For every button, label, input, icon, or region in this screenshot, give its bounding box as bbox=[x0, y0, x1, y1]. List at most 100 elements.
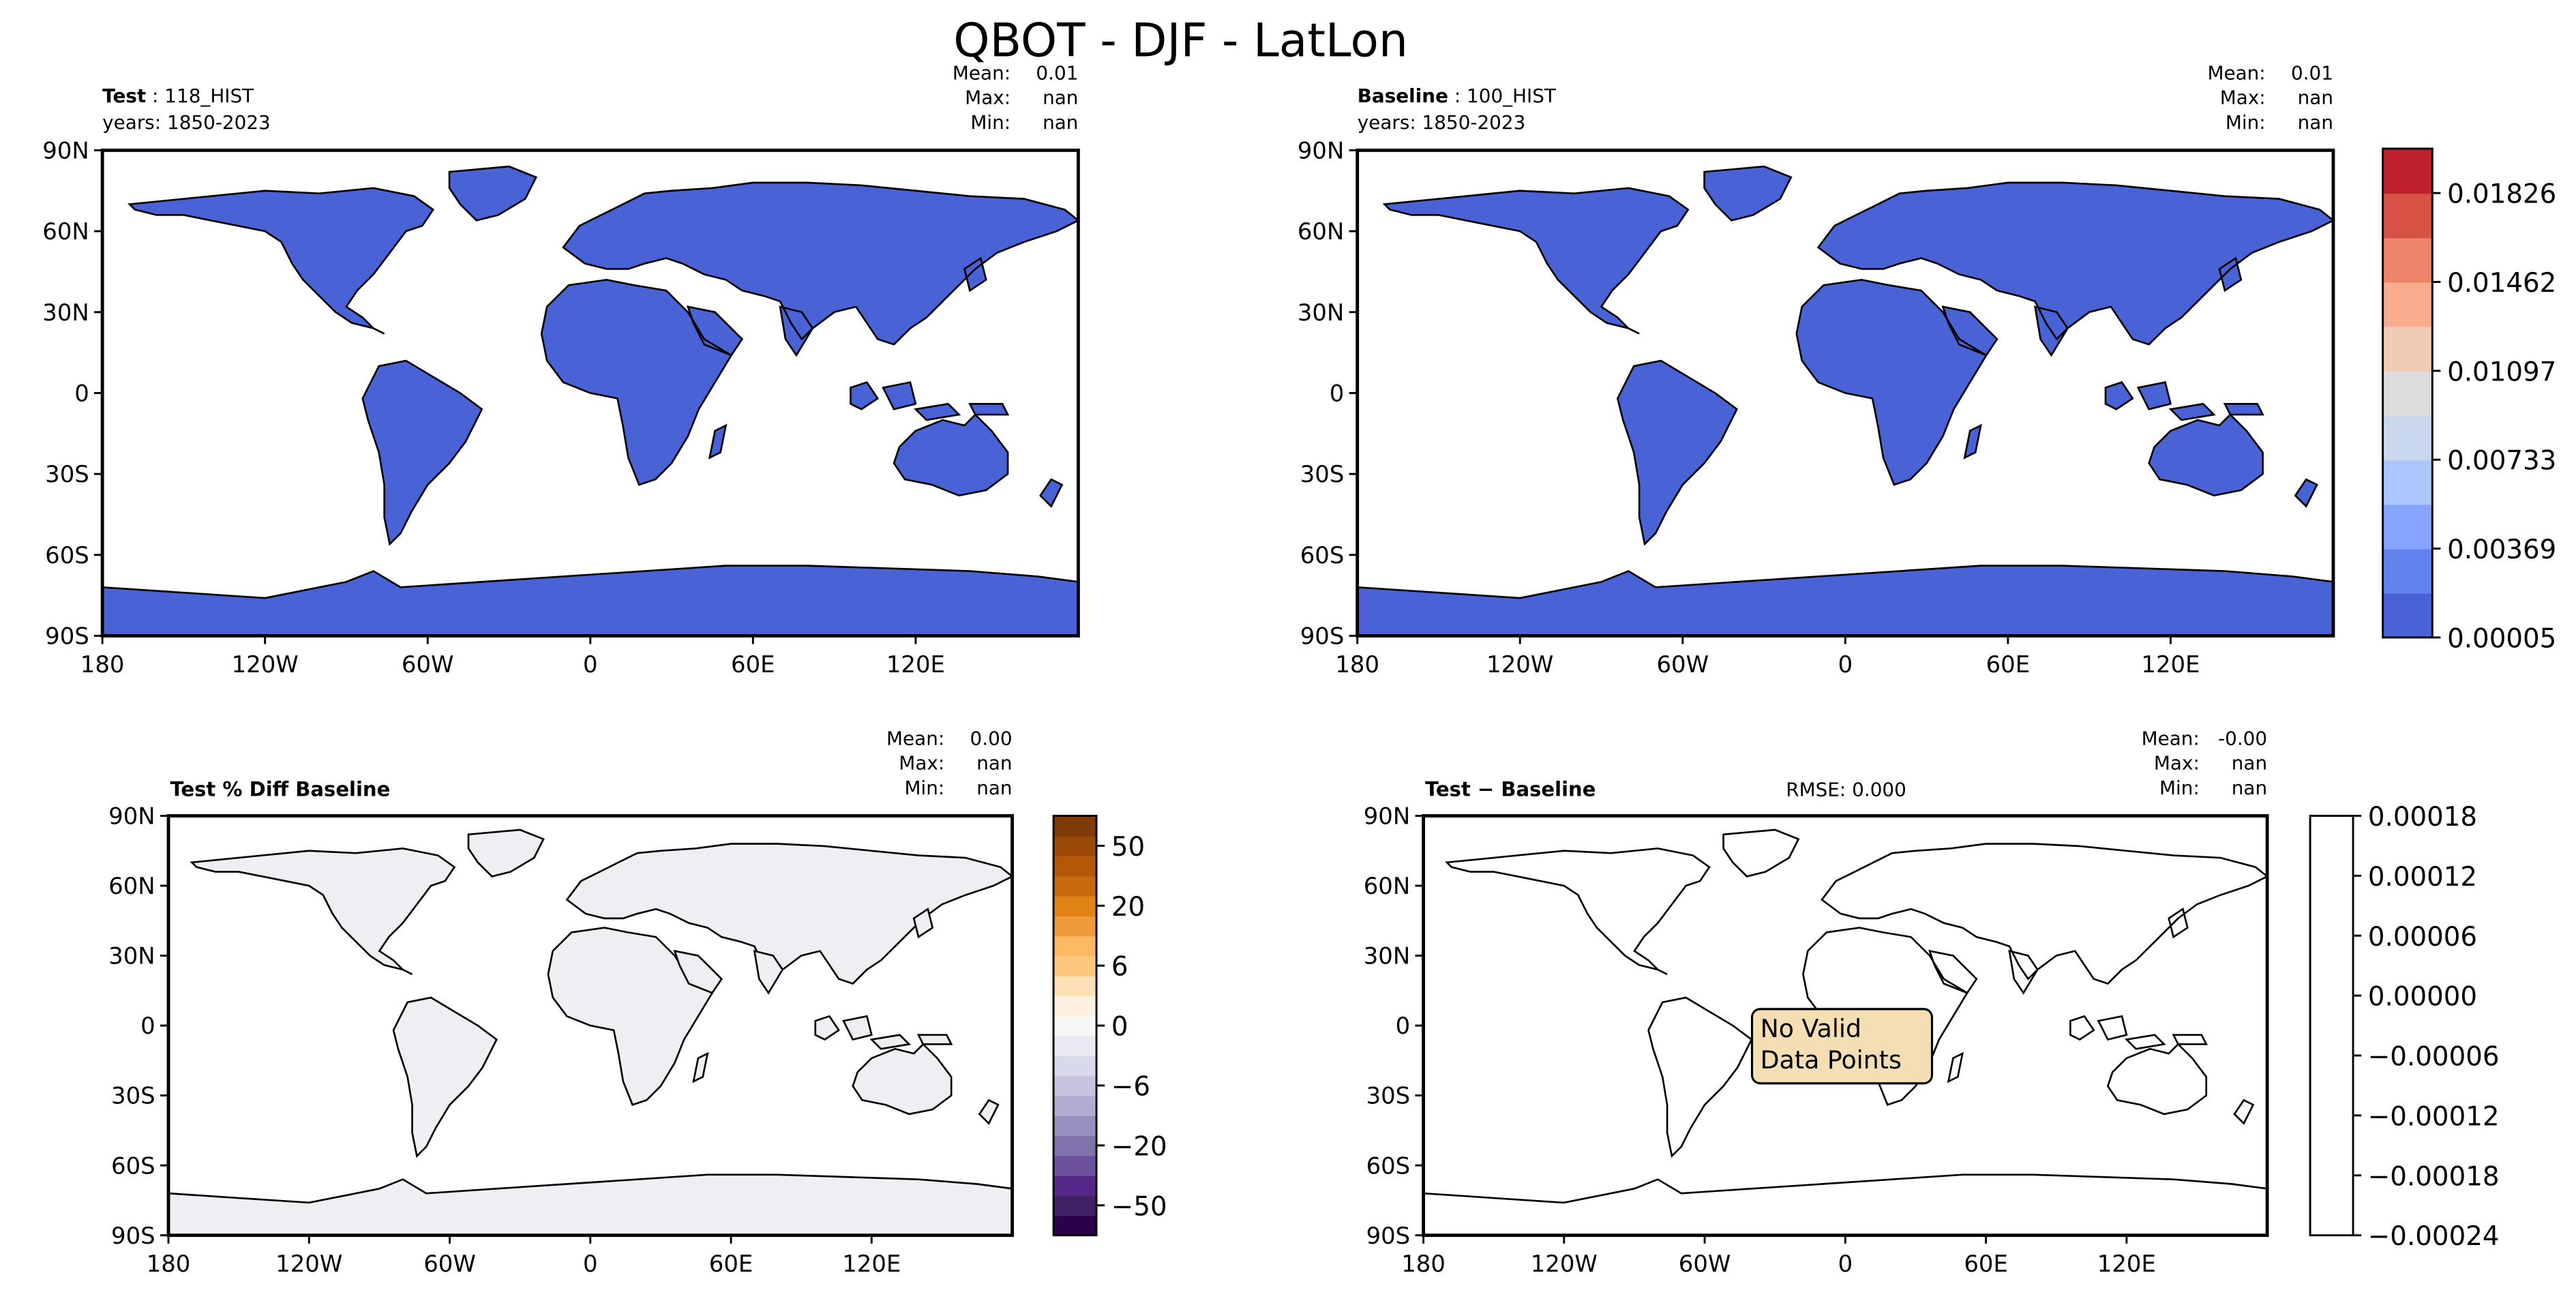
panel-test-stats: Mean: 0.01 Max: nan Min: nan bbox=[953, 61, 1079, 134]
colorbar-segment bbox=[1053, 895, 1097, 916]
x-tick-label: 120W bbox=[232, 651, 299, 678]
y-tick-label: 60S bbox=[1300, 542, 1345, 569]
figure-title: QBOT - DJF - LatLon bbox=[953, 13, 1408, 67]
y-tick-label: 90S bbox=[1300, 623, 1345, 650]
y-tick-label: 60N bbox=[1364, 873, 1410, 899]
x-tick-label: 120W bbox=[275, 1250, 342, 1277]
stat-min-value: nan bbox=[2232, 777, 2267, 799]
colorbar-tick-label: 0.00005 bbox=[2447, 623, 2556, 654]
y-tick-label: 30N bbox=[108, 943, 155, 970]
y-tick-label: 60N bbox=[108, 873, 155, 899]
colorbar-diff: −0.00024 −0.00018 −0.00012 −0.00006 0.00000 0… bbox=[2309, 802, 2500, 1252]
y-tick-label: 60S bbox=[111, 1152, 155, 1179]
x-tick-label: 120W bbox=[1486, 651, 1553, 678]
panel-diff: Test − Baseline RMSE: 0.000 Mean: -0.00 … bbox=[1364, 727, 2269, 1277]
colorbar-fill bbox=[2310, 815, 2354, 1235]
colorbar-segment bbox=[1053, 1155, 1097, 1176]
y-tick-label: 30N bbox=[1364, 943, 1410, 970]
colorbar-tick-label: 0.00012 bbox=[2368, 862, 2477, 893]
stat-max-value: nan bbox=[2298, 87, 2333, 109]
y-tick-label: 90S bbox=[45, 623, 89, 650]
x-tick-label: 0 bbox=[583, 651, 598, 678]
colorbar-segment bbox=[2382, 282, 2433, 327]
colorbar-segment bbox=[1053, 1175, 1097, 1197]
stat-mean-value: -0.00 bbox=[2218, 727, 2267, 749]
colorbar-segment bbox=[2382, 460, 2433, 505]
x-tick-label: 60W bbox=[402, 651, 454, 678]
stat-mean-value: 0.00 bbox=[970, 727, 1013, 749]
colorbar-segment bbox=[1053, 1015, 1097, 1036]
colorbar-segment bbox=[1053, 995, 1097, 1017]
no-data-line2: Data Points bbox=[1761, 1045, 1902, 1075]
x-tick-label: 180 bbox=[80, 651, 125, 678]
colorbar-segment bbox=[1053, 975, 1097, 997]
y-tick-label: 60S bbox=[45, 542, 89, 569]
stat-min-label: Min: bbox=[970, 111, 1010, 134]
stat-max-value: nan bbox=[1043, 87, 1078, 109]
colorbar-main: 0.00005 0.00369 0.00733 0.01097 0.01462 0.018… bbox=[2382, 147, 2556, 654]
colorbar-frame bbox=[2309, 815, 2354, 1237]
x-tick-label: 120E bbox=[842, 1250, 901, 1277]
colorbar-segment bbox=[2382, 593, 2433, 638]
colorbar-segment bbox=[1053, 915, 1097, 937]
stat-mean-label: Mean: bbox=[953, 61, 1010, 84]
colorbar-tick-label: 0 bbox=[1111, 1012, 1128, 1043]
colorbar-segment bbox=[1053, 955, 1097, 976]
stat-max-value: nan bbox=[2232, 752, 2267, 775]
colorbar-pctdiff: −50 −20 −6 0 6 20 50 bbox=[1052, 815, 1167, 1237]
x-tick-label: 120E bbox=[2097, 1250, 2156, 1277]
colorbar-tick-label: 0.00000 bbox=[2368, 982, 2477, 1013]
stat-max-label: Max: bbox=[899, 752, 944, 775]
y-tick-label: 30S bbox=[1300, 461, 1345, 488]
y-tick-label: 30S bbox=[111, 1083, 155, 1109]
colorbar-segment bbox=[1053, 1115, 1097, 1137]
stat-mean-value: 0.01 bbox=[2291, 61, 2333, 84]
colorbar-segment bbox=[1053, 856, 1097, 877]
colorbar-segment bbox=[1053, 935, 1097, 957]
x-tick-label: 60E bbox=[731, 651, 775, 678]
stat-min-value: nan bbox=[976, 777, 1012, 799]
panel-baseline-stats: Mean: 0.01 Max: nan Min: nan bbox=[2207, 61, 2333, 134]
colorbar-segment bbox=[1053, 1035, 1097, 1057]
stat-max-label: Max: bbox=[2154, 752, 2200, 775]
panel-pctdiff-label: Test % Diff Baseline bbox=[170, 777, 390, 800]
stat-mean-label: Mean: bbox=[2207, 61, 2265, 84]
y-tick-label: 0 bbox=[1330, 380, 1345, 407]
colorbar-segment bbox=[2382, 370, 2433, 417]
x-tick-label: 60E bbox=[709, 1250, 753, 1277]
colorbar-segment bbox=[2382, 193, 2433, 239]
y-tick-label: 90N bbox=[42, 138, 89, 164]
y-tick-label: 30N bbox=[1298, 299, 1344, 326]
colorbar-tick-label: −0.00018 bbox=[2368, 1161, 2500, 1192]
colorbar-segment bbox=[1053, 875, 1097, 897]
x-tick-label: 120E bbox=[2141, 651, 2200, 678]
y-tick-label: 90N bbox=[1364, 803, 1410, 830]
x-tick-label: 120E bbox=[886, 651, 945, 678]
y-tick-label: 30S bbox=[45, 461, 89, 488]
panel-baseline-label: Baseline : 100_HIST bbox=[1358, 85, 1557, 107]
colorbar-segment bbox=[1053, 815, 1097, 837]
panel-diff-label: Test − Baseline bbox=[1425, 777, 1596, 800]
y-tick-label: 90S bbox=[111, 1223, 155, 1249]
colorbar-segment bbox=[1053, 1075, 1097, 1096]
colorbar-tick-label: −0.00024 bbox=[2368, 1221, 2500, 1252]
y-tick-label: 90N bbox=[1298, 138, 1344, 164]
x-tick-label: 0 bbox=[1838, 1250, 1853, 1277]
colorbar-segment bbox=[2382, 504, 2433, 550]
stat-mean-label: Mean: bbox=[2142, 727, 2200, 749]
stat-max-label: Max: bbox=[965, 87, 1010, 109]
stat-min-label: Min: bbox=[904, 777, 944, 799]
colorbar-tick-label: 6 bbox=[1111, 952, 1128, 983]
x-tick-label: 60E bbox=[1964, 1250, 2008, 1277]
panel-test-label: Test : 118_HIST bbox=[102, 85, 254, 107]
y-tick-label: 60N bbox=[1298, 218, 1344, 245]
stat-max-label: Max: bbox=[2220, 87, 2266, 109]
colorbar-tick-label: −50 bbox=[1111, 1191, 1167, 1222]
colorbar-tick-label: 0.01826 bbox=[2447, 179, 2556, 210]
colorbar-tick-label: −0.00012 bbox=[2368, 1101, 2500, 1132]
colorbar-segment bbox=[2382, 415, 2433, 461]
panel-diff-stats: Mean: -0.00 Max: nan Min: nan bbox=[2142, 727, 2268, 799]
